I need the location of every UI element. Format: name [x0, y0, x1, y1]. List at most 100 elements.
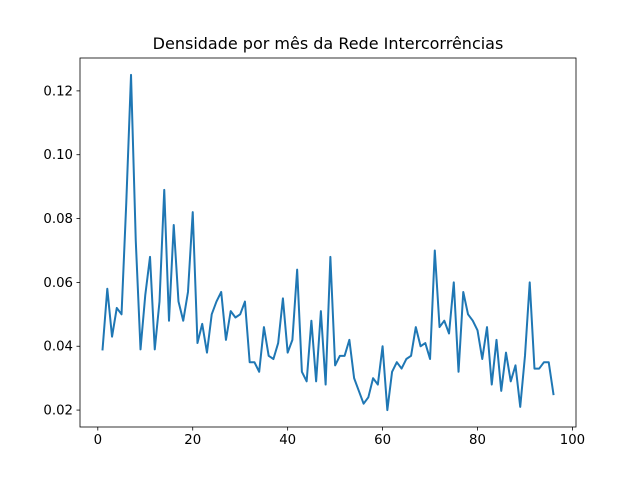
data-point [434, 250, 435, 251]
data-point [306, 381, 307, 382]
data-point [387, 410, 388, 411]
data-point [316, 381, 317, 382]
data-point [453, 282, 454, 283]
data-point [534, 368, 535, 369]
data-point [501, 390, 502, 391]
data-point [145, 295, 146, 296]
data-point [259, 371, 260, 372]
data-point [301, 371, 302, 372]
x-tick-label: 80 [469, 433, 486, 448]
data-point [330, 256, 331, 257]
x-tick-label: 20 [184, 433, 201, 448]
data-point [173, 224, 174, 225]
data-point [268, 355, 269, 356]
x-tick-label: 60 [374, 433, 391, 448]
data-point [377, 384, 378, 385]
data-point [477, 330, 478, 331]
y-tick-label: 0.10 [43, 148, 73, 163]
y-axis: 0.02 0.04 0.06 0.08 0.10 0.12 [43, 84, 80, 419]
data-point [449, 333, 450, 334]
data-point [131, 74, 132, 75]
data-point [216, 301, 217, 302]
data-point [491, 384, 492, 385]
data-point [278, 343, 279, 344]
axes-frame [79, 57, 577, 428]
data-point [468, 314, 469, 315]
y-tick-label: 0.04 [43, 340, 73, 355]
data-point [510, 381, 511, 382]
data-point [254, 362, 255, 363]
data-point [206, 352, 207, 353]
data-point [430, 359, 431, 360]
data-point [164, 189, 165, 190]
data-point [150, 256, 151, 257]
data-point [425, 343, 426, 344]
data-point [192, 212, 193, 213]
data-point [140, 349, 141, 350]
data-point [273, 359, 274, 360]
data-point [187, 291, 188, 292]
data-point [496, 339, 497, 340]
data-point [444, 320, 445, 321]
data-point [249, 362, 250, 363]
data-point [178, 301, 179, 302]
series-line [101, 73, 555, 412]
chart-title: Densidade por mês da Rede Intercorrência… [153, 34, 504, 53]
data-point [197, 343, 198, 344]
data-point [263, 327, 264, 328]
data-point [548, 362, 549, 363]
data-point [411, 355, 412, 356]
plot-area: 0 20 40 60 80 100 0.02 0.04 0.06 0.08 0.10 0.12 [43, 57, 585, 448]
data-point [282, 298, 283, 299]
data-point [240, 314, 241, 315]
data-point [539, 368, 540, 369]
data-point [116, 307, 117, 308]
data-point [292, 339, 293, 340]
y-tick-label: 0.02 [43, 404, 73, 419]
data-point [520, 406, 521, 407]
data-point [154, 349, 155, 350]
data-point [102, 349, 103, 350]
data-point [415, 327, 416, 328]
data-point [344, 355, 345, 356]
data-point [230, 311, 231, 312]
data-point [382, 346, 383, 347]
data-point [482, 359, 483, 360]
data-point [235, 317, 236, 318]
data-point [126, 202, 127, 203]
data-point [396, 362, 397, 363]
data-point [543, 362, 544, 363]
x-tick-label: 40 [279, 433, 296, 448]
data-point [107, 288, 108, 289]
y-tick-label: 0.12 [43, 84, 73, 99]
data-point [406, 359, 407, 360]
data-point [325, 384, 326, 385]
x-tick-label: 0 [94, 433, 102, 448]
data-point [349, 339, 350, 340]
x-tick-label: 100 [560, 433, 585, 448]
data-point [392, 371, 393, 372]
data-point [339, 355, 340, 356]
data-point [529, 282, 530, 283]
data-point [112, 336, 113, 337]
data-point [373, 378, 374, 379]
data-point [358, 390, 359, 391]
data-point [183, 320, 184, 321]
data-point [225, 339, 226, 340]
data-point [420, 346, 421, 347]
data-point [320, 311, 321, 312]
data-point [221, 291, 222, 292]
data-point [515, 365, 516, 366]
data-point [463, 291, 464, 292]
data-point [211, 314, 212, 315]
data-point [135, 240, 136, 241]
data-point [311, 320, 312, 321]
data-point [553, 394, 554, 395]
data-point [401, 368, 402, 369]
data-point [487, 327, 488, 328]
data-point [354, 378, 355, 379]
data-point [202, 323, 203, 324]
data-point [472, 320, 473, 321]
